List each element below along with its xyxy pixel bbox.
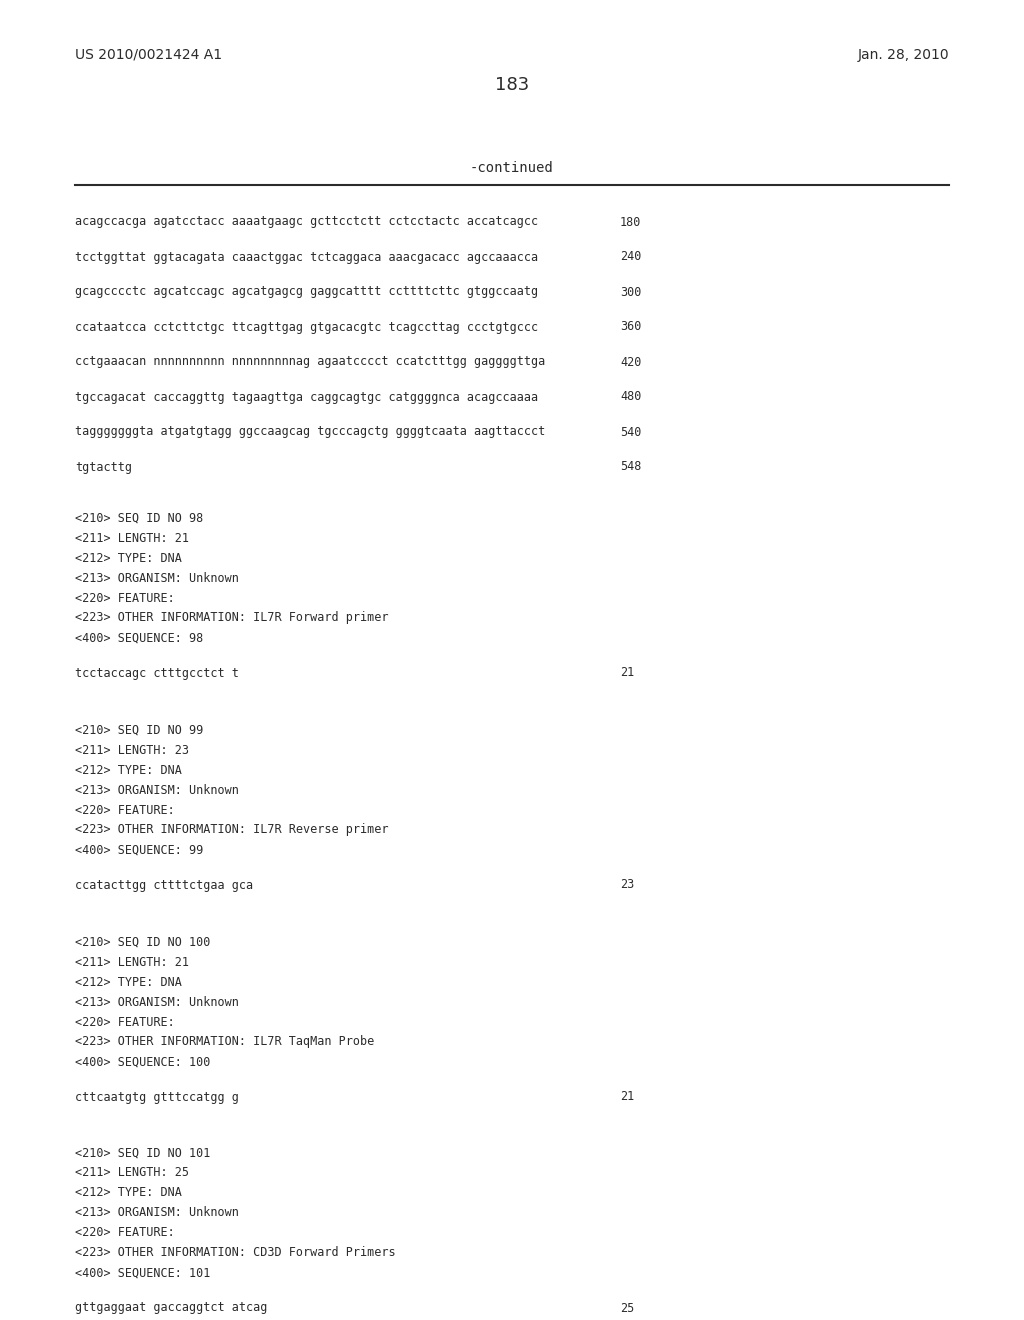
Text: cctgaaacan nnnnnnnnnn nnnnnnnnnag agaatcccct ccatctttgg gaggggttga: cctgaaacan nnnnnnnnnn nnnnnnnnnag agaatc… (75, 355, 545, 368)
Text: 540: 540 (620, 425, 641, 438)
Text: acagccacga agatcctacc aaaatgaagc gcttcctctt cctcctactc accatcagcc: acagccacga agatcctacc aaaatgaagc gcttcct… (75, 215, 539, 228)
Text: <213> ORGANISM: Unknown: <213> ORGANISM: Unknown (75, 995, 239, 1008)
Text: <223> OTHER INFORMATION: CD3D Forward Primers: <223> OTHER INFORMATION: CD3D Forward Pr… (75, 1246, 395, 1259)
Text: <213> ORGANISM: Unknown: <213> ORGANISM: Unknown (75, 1206, 239, 1220)
Text: tgtacttg: tgtacttg (75, 461, 132, 474)
Text: tgccagacat caccaggttg tagaagttga caggcagtgc catggggnca acagccaaaa: tgccagacat caccaggttg tagaagttga caggcag… (75, 391, 539, 404)
Text: <210> SEQ ID NO 99: <210> SEQ ID NO 99 (75, 723, 203, 737)
Text: cttcaatgtg gtttccatgg g: cttcaatgtg gtttccatgg g (75, 1090, 239, 1104)
Text: <220> FEATURE:: <220> FEATURE: (75, 1015, 175, 1028)
Text: -continued: -continued (470, 161, 554, 176)
Text: <400> SEQUENCE: 99: <400> SEQUENCE: 99 (75, 843, 203, 857)
Text: tcctaccagc ctttgcctct t: tcctaccagc ctttgcctct t (75, 667, 239, 680)
Text: US 2010/0021424 A1: US 2010/0021424 A1 (75, 48, 222, 62)
Text: <223> OTHER INFORMATION: IL7R Reverse primer: <223> OTHER INFORMATION: IL7R Reverse pr… (75, 824, 388, 837)
Text: <212> TYPE: DNA: <212> TYPE: DNA (75, 975, 182, 989)
Text: <220> FEATURE:: <220> FEATURE: (75, 804, 175, 817)
Text: ccataatcca cctcttctgc ttcagttgag gtgacacgtc tcagccttag ccctgtgccc: ccataatcca cctcttctgc ttcagttgag gtgacac… (75, 321, 539, 334)
Text: 548: 548 (620, 461, 641, 474)
Text: 23: 23 (620, 879, 634, 891)
Text: 480: 480 (620, 391, 641, 404)
Text: <212> TYPE: DNA: <212> TYPE: DNA (75, 763, 182, 776)
Text: <223> OTHER INFORMATION: IL7R Forward primer: <223> OTHER INFORMATION: IL7R Forward pr… (75, 611, 388, 624)
Text: <400> SEQUENCE: 100: <400> SEQUENCE: 100 (75, 1056, 210, 1068)
Text: <211> LENGTH: 21: <211> LENGTH: 21 (75, 956, 189, 969)
Text: 180: 180 (620, 215, 641, 228)
Text: 360: 360 (620, 321, 641, 334)
Text: <223> OTHER INFORMATION: IL7R TaqMan Probe: <223> OTHER INFORMATION: IL7R TaqMan Pro… (75, 1035, 374, 1048)
Text: gcagcccctc agcatccagc agcatgagcg gaggcatttt ccttttcttc gtggccaatg: gcagcccctc agcatccagc agcatgagcg gaggcat… (75, 285, 539, 298)
Text: <211> LENGTH: 23: <211> LENGTH: 23 (75, 743, 189, 756)
Text: <212> TYPE: DNA: <212> TYPE: DNA (75, 552, 182, 565)
Text: <220> FEATURE:: <220> FEATURE: (75, 1226, 175, 1239)
Text: <213> ORGANISM: Unknown: <213> ORGANISM: Unknown (75, 572, 239, 585)
Text: <212> TYPE: DNA: <212> TYPE: DNA (75, 1187, 182, 1200)
Text: 21: 21 (620, 1090, 634, 1104)
Text: <211> LENGTH: 25: <211> LENGTH: 25 (75, 1167, 189, 1180)
Text: Jan. 28, 2010: Jan. 28, 2010 (857, 48, 949, 62)
Text: 420: 420 (620, 355, 641, 368)
Text: 300: 300 (620, 285, 641, 298)
Text: 183: 183 (495, 77, 529, 94)
Text: <400> SEQUENCE: 101: <400> SEQUENCE: 101 (75, 1266, 210, 1279)
Text: tagggggggta atgatgtagg ggccaagcag tgcccagctg ggggtcaata aagttaccct: tagggggggta atgatgtagg ggccaagcag tgccca… (75, 425, 545, 438)
Text: 25: 25 (620, 1302, 634, 1315)
Text: tcctggttat ggtacagata caaactggac tctcaggaca aaacgacacc agccaaacca: tcctggttat ggtacagata caaactggac tctcagg… (75, 251, 539, 264)
Text: <210> SEQ ID NO 100: <210> SEQ ID NO 100 (75, 936, 210, 949)
Text: <210> SEQ ID NO 98: <210> SEQ ID NO 98 (75, 511, 203, 524)
Text: <210> SEQ ID NO 101: <210> SEQ ID NO 101 (75, 1147, 210, 1159)
Text: gttgaggaat gaccaggtct atcag: gttgaggaat gaccaggtct atcag (75, 1302, 267, 1315)
Text: 240: 240 (620, 251, 641, 264)
Text: <400> SEQUENCE: 98: <400> SEQUENCE: 98 (75, 631, 203, 644)
Text: 21: 21 (620, 667, 634, 680)
Text: <211> LENGTH: 21: <211> LENGTH: 21 (75, 532, 189, 544)
Text: <220> FEATURE:: <220> FEATURE: (75, 591, 175, 605)
Text: ccatacttgg cttttctgaa gca: ccatacttgg cttttctgaa gca (75, 879, 253, 891)
Text: <213> ORGANISM: Unknown: <213> ORGANISM: Unknown (75, 784, 239, 796)
